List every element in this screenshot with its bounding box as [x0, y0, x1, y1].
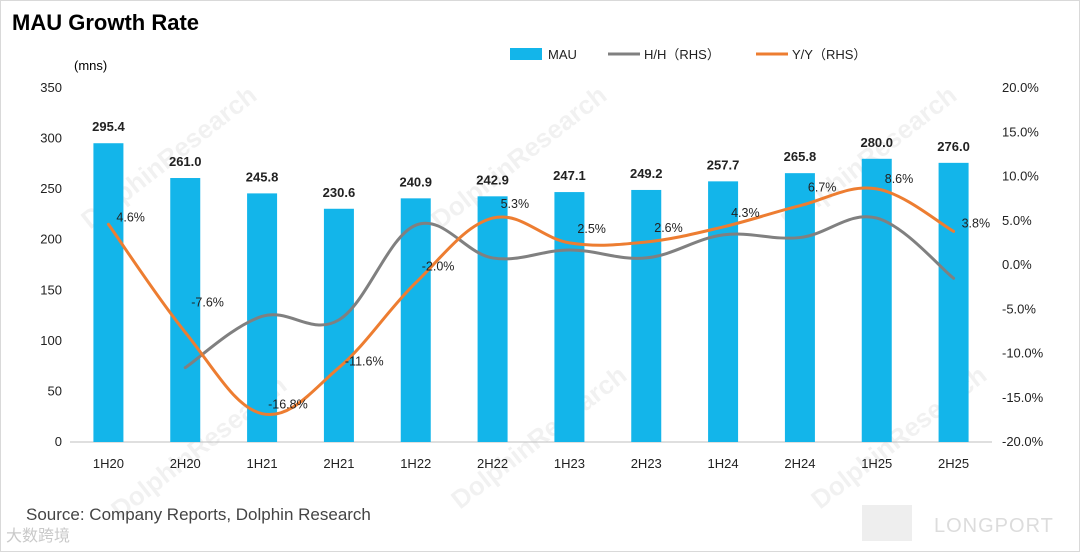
yy-label-2H24: 6.7% — [808, 181, 837, 195]
watermark-left: 大数跨境 — [6, 528, 71, 545]
yy-label-1H21: -16.8% — [268, 398, 308, 412]
bar-1H22 — [400, 198, 431, 442]
right-tick-label-2: -10.0% — [1002, 346, 1044, 361]
right-tick-label-1: -15.0% — [1002, 390, 1044, 405]
x-tick-label-1H25: 1H25 — [861, 456, 892, 471]
bar-2H22 — [477, 196, 508, 442]
bar-label-1H24: 257.7 — [707, 157, 740, 172]
x-tick-label-2H22: 2H22 — [477, 456, 508, 471]
bar-label-1H25: 280.0 — [860, 135, 893, 150]
bar-1H24 — [708, 181, 739, 442]
x-tick-label-2H23: 2H23 — [631, 456, 662, 471]
right-tick-label-6: 10.0% — [1002, 169, 1039, 184]
x-tick-label-2H25: 2H25 — [938, 456, 969, 471]
right-tick-label-7: 15.0% — [1002, 124, 1039, 139]
bar-label-2H20: 261.0 — [169, 154, 202, 169]
bar-1H23 — [554, 192, 585, 442]
right-tick-label-3: -5.0% — [1002, 301, 1036, 316]
legend-swatch-mau — [510, 48, 542, 60]
bar-1H20 — [93, 143, 124, 442]
bar-series — [93, 143, 969, 443]
x-tick-label-1H24: 1H24 — [708, 456, 739, 471]
right-tick-label-8: 20.0% — [1002, 80, 1039, 95]
bar-label-1H20: 295.4 — [92, 119, 125, 134]
watermark-right: LONGPORT — [934, 515, 1054, 537]
left-tick-label-0: 0 — [55, 434, 62, 449]
yy-label-1H25: 8.6% — [885, 172, 914, 186]
x-tick-label-1H22: 1H22 — [400, 456, 431, 471]
x-tick-label-1H21: 1H21 — [247, 456, 278, 471]
legend-label-mau: MAU — [548, 47, 577, 62]
bar-1H25 — [861, 158, 892, 443]
yy-line — [106, 186, 956, 417]
bar-2H25 — [938, 162, 969, 443]
bar-label-1H21: 245.8 — [246, 169, 279, 184]
x-tick-label-2H24: 2H24 — [784, 456, 815, 471]
yy-label-2H23: 2.6% — [654, 221, 683, 235]
left-tick-label-200: 200 — [40, 232, 62, 247]
yy-label-1H24: 4.3% — [731, 206, 760, 220]
legend-label-yy: Y/Y（RHS） — [792, 47, 866, 62]
yy-label-1H23: 2.5% — [577, 222, 606, 236]
right-tick-label-4: 0.0% — [1002, 257, 1032, 272]
legend-label-hh: H/H（RHS） — [644, 47, 720, 62]
yy-label-2H25: 3.8% — [962, 216, 991, 230]
watermark-text-4: DolphinResearch — [445, 359, 632, 514]
yy-label-1H22: -2.0% — [422, 260, 455, 274]
yy-label-2H20: -7.6% — [191, 295, 224, 309]
bar-label-2H21: 230.6 — [323, 185, 356, 200]
line-series — [106, 186, 956, 417]
left-tick-label-50: 50 — [48, 383, 62, 398]
source-note: Source: Company Reports, Dolphin Researc… — [26, 505, 371, 524]
bar-label-2H22: 242.9 — [476, 172, 509, 187]
y-axis-unit-label: (mns) — [74, 58, 108, 73]
left-tick-label-350: 350 — [40, 80, 62, 95]
bar-label-1H22: 240.9 — [399, 174, 432, 189]
axes: 0 50 100 150 200 250 300 350 -20.0% -15.0% -10.0% -… — [40, 80, 1043, 471]
x-tick-label-2H21: 2H21 — [323, 456, 354, 471]
bar-label-1H23: 247.1 — [553, 168, 586, 183]
chart-title: MAU Growth Rate — [12, 10, 199, 35]
yy-label-2H22: 5.3% — [501, 197, 530, 211]
data-labels: 295.4 261.0 245.8 230.6 240.9 242.9 247.1 249.2… — [92, 119, 990, 411]
x-tick-label-2H20: 2H20 — [170, 456, 201, 471]
bar-2H20 — [170, 178, 201, 442]
legend: MAU H/H（RHS） Y/Y（RHS） — [510, 47, 866, 62]
bar-label-2H25: 276.0 — [937, 139, 970, 154]
hh-line — [183, 215, 956, 370]
yy-label-1H20: 4.6% — [116, 210, 144, 224]
bar-label-2H24: 265.8 — [784, 149, 817, 164]
right-tick-label-0: -20.0% — [1002, 434, 1044, 449]
x-tick-label-1H23: 1H23 — [554, 456, 585, 471]
right-tick-label-5: 5.0% — [1002, 213, 1032, 228]
bar-2H24 — [784, 173, 815, 442]
x-tick-label-1H20: 1H20 — [93, 456, 124, 471]
left-tick-label-150: 150 — [40, 282, 62, 297]
bar-label-2H23: 249.2 — [630, 166, 663, 181]
left-tick-label-250: 250 — [40, 181, 62, 196]
yy-label-2H21: -11.6% — [345, 355, 384, 369]
bar-2H23 — [631, 189, 662, 442]
left-tick-label-100: 100 — [40, 333, 62, 348]
left-tick-label-300: 300 — [40, 131, 62, 146]
watermark-logo-block — [862, 505, 912, 541]
